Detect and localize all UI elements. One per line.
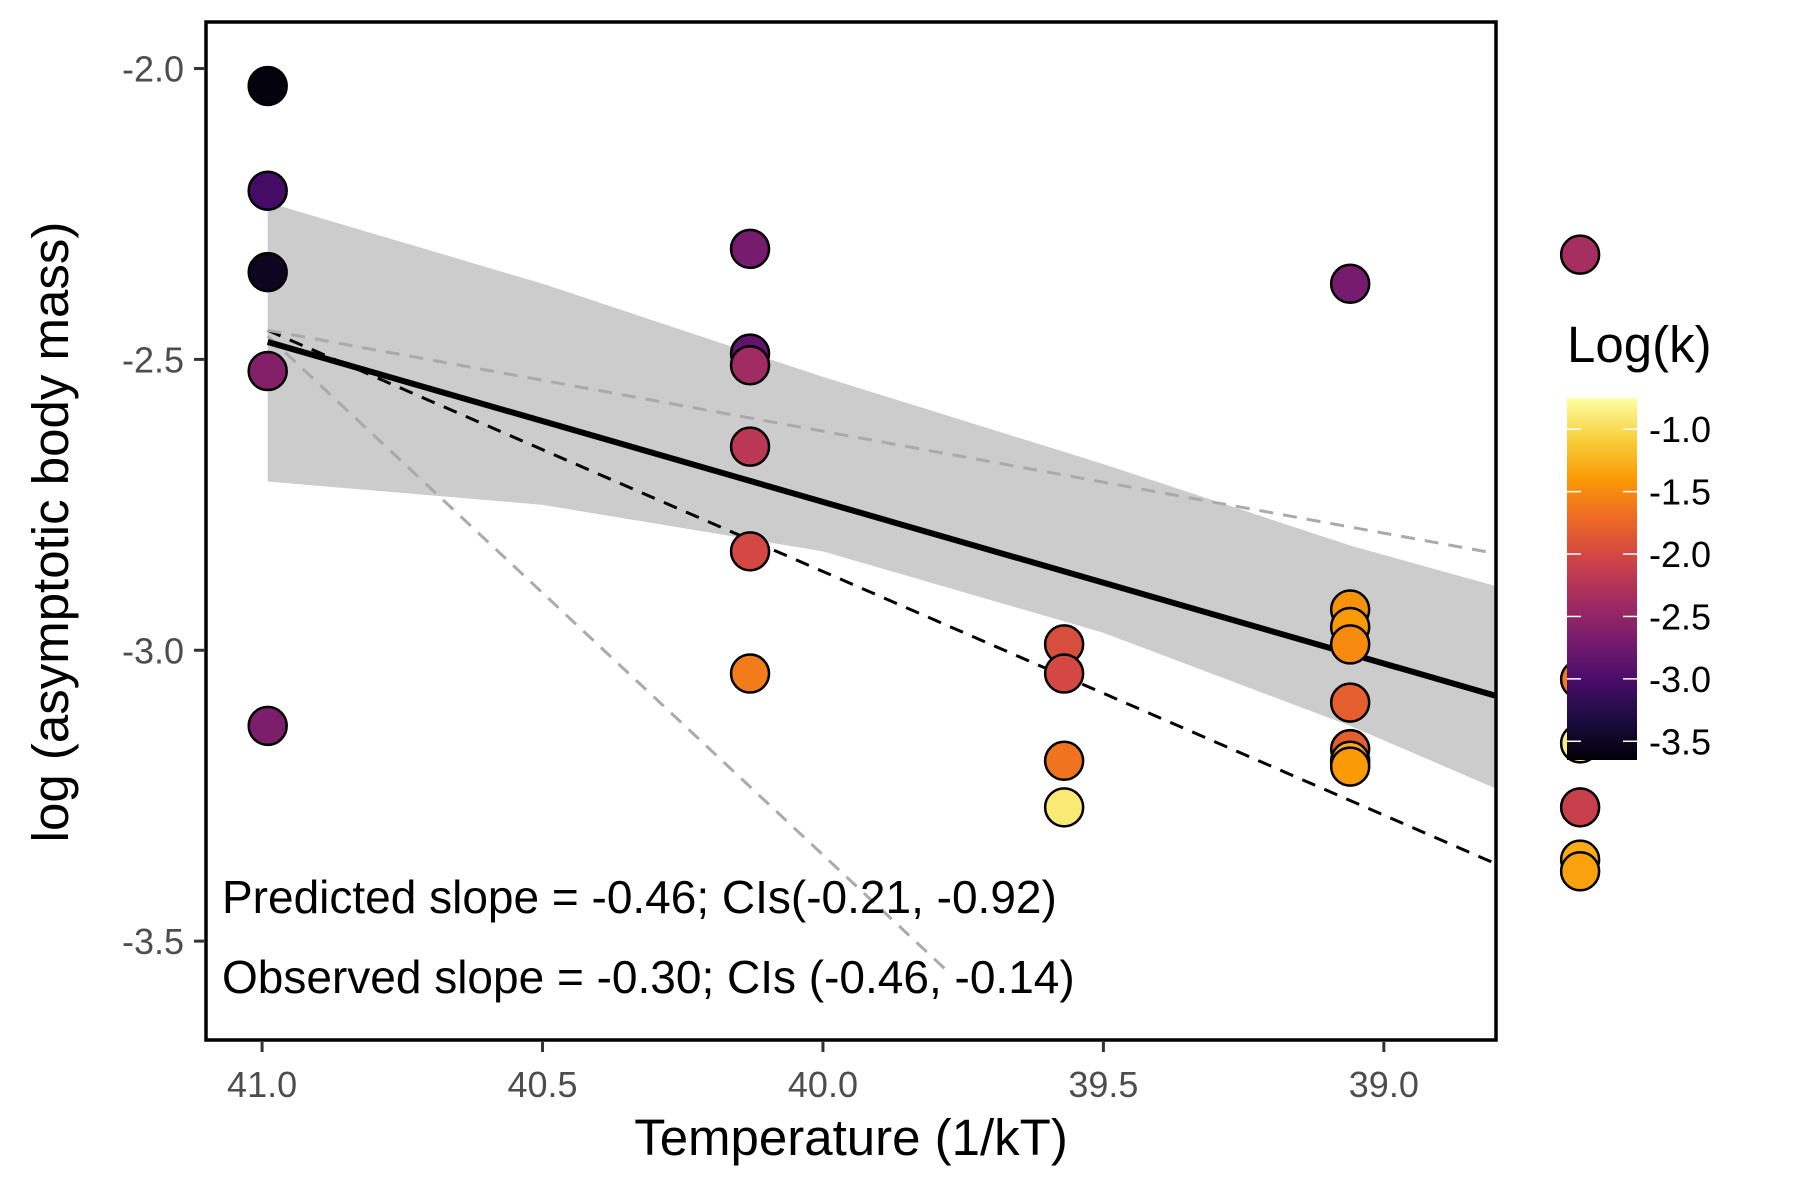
y-tick-label: -3.5 [122, 921, 184, 962]
plot-panel-border [204, 20, 1498, 1042]
x-tick-label: 41.0 [227, 1064, 297, 1105]
x-tick-label: 40.0 [788, 1064, 858, 1105]
data-point [247, 350, 288, 392]
colorbar-tick-label: -2.0 [1649, 534, 1711, 575]
colorbar-tick-label: -3.0 [1649, 659, 1711, 700]
data-point [1043, 740, 1085, 782]
data-point [247, 705, 288, 747]
data-point [1559, 851, 1601, 892]
x-tick-label: 39.0 [1349, 1064, 1419, 1105]
x-tick-label: 40.5 [507, 1064, 577, 1105]
data-point [1043, 653, 1085, 694]
y-axis-title: log (asymptotic body mass) [22, 222, 79, 843]
x-tick-label: 39.5 [1068, 1064, 1138, 1105]
data-point [1329, 263, 1371, 305]
colorbar-ticks: -1.0 -1.5 -2.0 -2.5 -3.0 -3.5 [1567, 409, 1711, 762]
points-layer [247, 65, 1601, 892]
colorbar-tick-label: -1.0 [1649, 409, 1711, 450]
legend-title: Log(k) [1567, 316, 1712, 373]
colorbar-tick-label: -1.5 [1649, 472, 1711, 513]
colorbar [1567, 398, 1637, 760]
x-axis-title: Temperature (1/kT) [634, 1109, 1068, 1166]
data-point [1329, 624, 1371, 665]
observed-fit-line [266, 339, 1496, 699]
data-point [1043, 787, 1085, 828]
data-point [729, 344, 771, 386]
y-tick-label: -3.0 [122, 630, 184, 671]
y-tick-label: -2.5 [122, 339, 184, 380]
data-point [247, 65, 288, 107]
predicted-line-upper-ci [267, 328, 1496, 556]
data-point [1559, 234, 1601, 275]
data-point [247, 170, 288, 211]
annotation-predicted-slope: Predicted slope = -0.46; CIs(-0.21, -0.9… [222, 871, 1057, 923]
data-point [1559, 787, 1601, 828]
y-tick-label: -2.0 [122, 49, 184, 90]
data-point [1329, 746, 1371, 787]
data-point [247, 251, 288, 293]
annotation-observed-slope: Observed slope = -0.30; CIs (-0.46, -0.1… [222, 951, 1075, 1003]
data-point [1329, 682, 1371, 723]
x-axis: 41.0 40.5 40.0 39.5 39.0 [227, 1042, 1419, 1105]
data-point [729, 653, 771, 694]
confidence-band [267, 202, 1496, 789]
confidence-band-layer [267, 202, 1496, 789]
color-legend: Log(k) -1.0 -1.5 -2.0 -2.5 -3.0 -3.5 [1567, 316, 1712, 762]
y-axis: -2.0 -2.5 -3.0 -3.5 [122, 49, 204, 962]
predicted-line-lower-ci [266, 335, 948, 972]
colorbar-tick-label: -3.5 [1649, 721, 1711, 762]
data-point [729, 531, 771, 572]
data-point [729, 228, 771, 270]
colorbar-tick-label: -2.5 [1649, 596, 1711, 637]
data-point [729, 426, 771, 467]
